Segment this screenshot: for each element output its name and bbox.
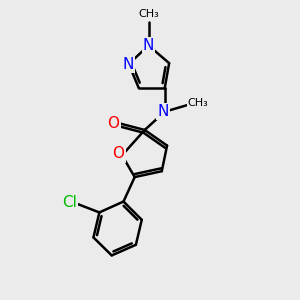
Text: CH₃: CH₃ <box>138 9 159 19</box>
Text: N: N <box>143 38 154 53</box>
Text: N: N <box>122 56 134 71</box>
Text: O: O <box>107 116 119 131</box>
Text: Cl: Cl <box>62 195 77 210</box>
Text: O: O <box>112 146 124 161</box>
Text: N: N <box>158 104 169 119</box>
Text: CH₃: CH₃ <box>188 98 208 108</box>
